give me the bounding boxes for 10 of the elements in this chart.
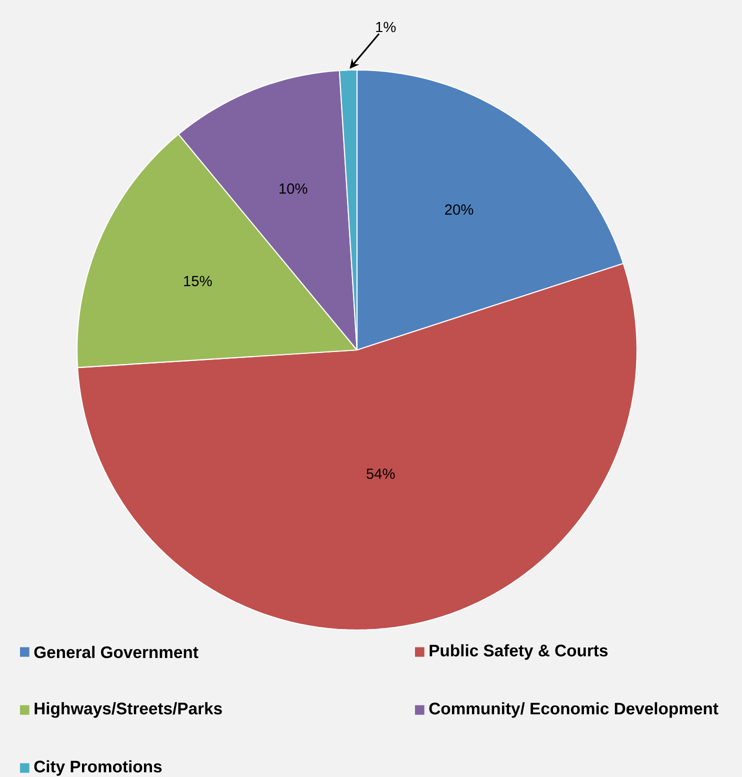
data-label: 54%: [366, 468, 395, 479]
legend-label: City Promotions: [34, 760, 162, 776]
legend-label: Community/ Economic Development: [429, 702, 718, 718]
data-label: 15%: [184, 276, 212, 286]
legend-label: General Government: [34, 646, 198, 658]
data-label: 20%: [445, 204, 474, 215]
legend-label: Public Safety & Courts: [430, 644, 608, 660]
legend-label: Highways/Streets/Parks: [34, 702, 222, 718]
data-label: 1%: [376, 22, 396, 32]
data-label: 10%: [280, 183, 308, 194]
